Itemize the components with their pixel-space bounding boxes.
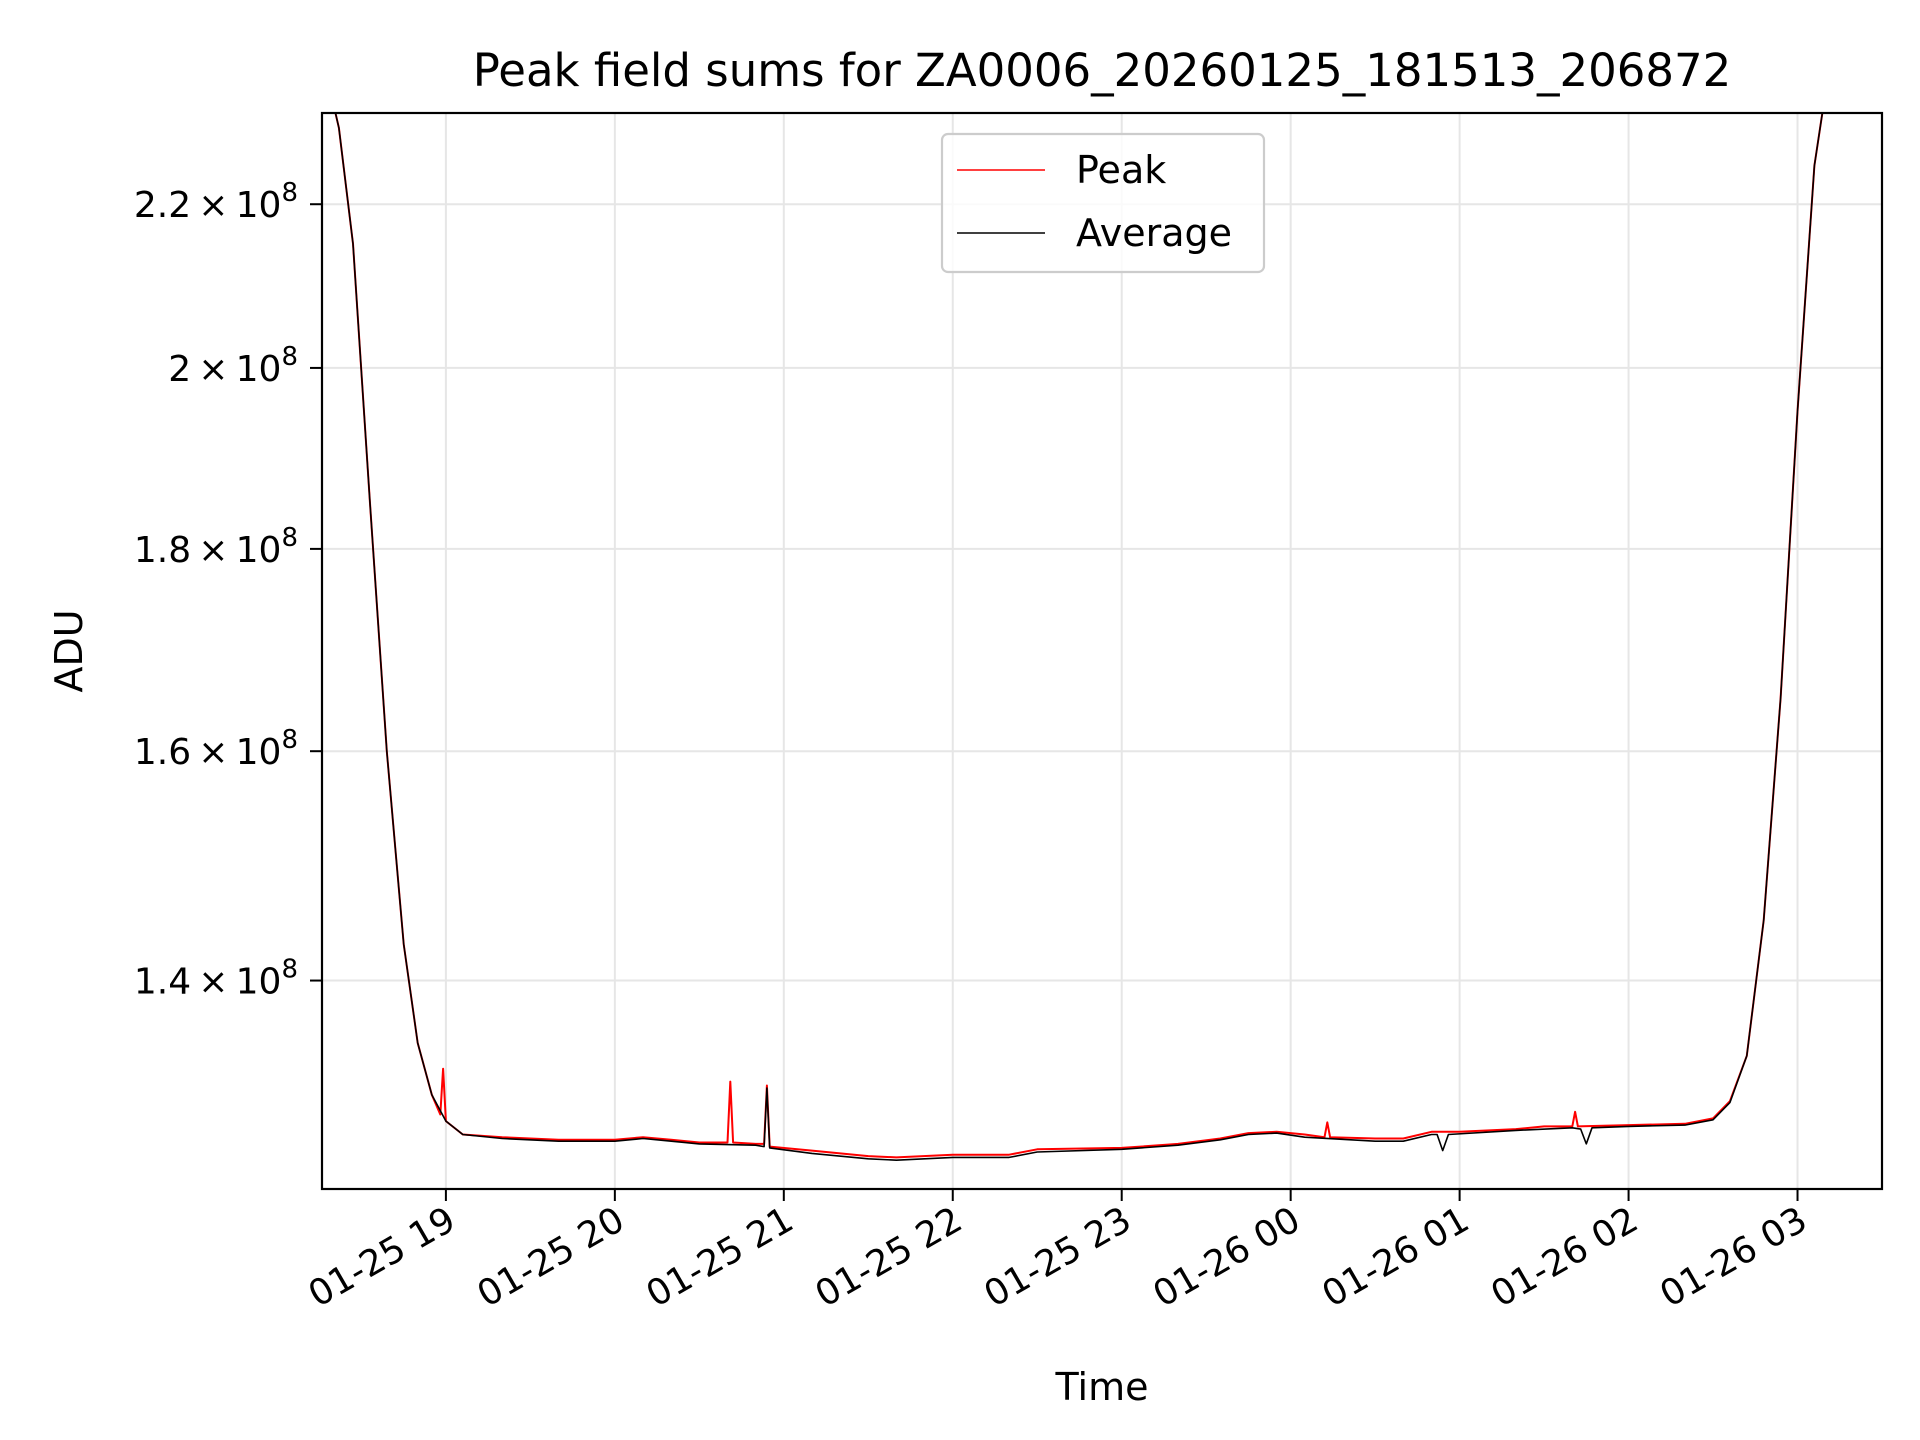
series-line-peak <box>334 113 1824 1159</box>
y-tick-label: 1.4 × 108 <box>134 955 298 1003</box>
y-axis-label: ADU <box>47 609 91 692</box>
legend-box <box>940 132 1266 274</box>
y-axis: 1.4 × 108 1.6 × 108 1.8 × 108 2 × 108 2.2 × … <box>134 178 322 1003</box>
legend: Peak Average <box>940 132 1266 274</box>
legend-label-average: Average <box>1076 211 1232 255</box>
chart-title: Peak field sums for ZA0006_20260125_1815… <box>473 44 1732 97</box>
x-axis-label: Time <box>1055 1365 1149 1409</box>
series-layer <box>334 113 1824 1161</box>
y-tick-label: 2.2 × 108 <box>134 178 298 226</box>
legend-label-peak: Peak <box>1076 148 1166 192</box>
y-tick-label: 2 × 108 <box>168 342 298 390</box>
series-line-average <box>334 113 1824 1161</box>
plot-frame <box>320 111 1884 1191</box>
y-tick-label: 1.6 × 108 <box>134 725 298 773</box>
y-tick-label: 1.8 × 108 <box>134 523 298 571</box>
